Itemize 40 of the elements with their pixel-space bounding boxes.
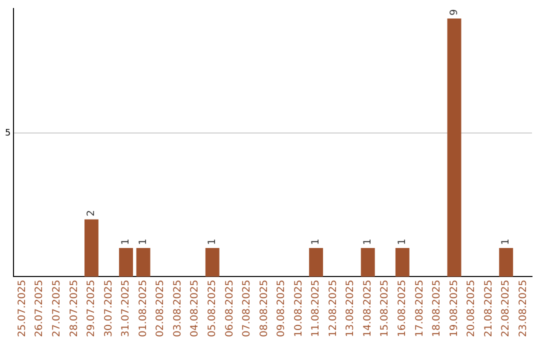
x-tick-label: 15.08.2025: [380, 280, 391, 338]
x-tick-label: 17.08.2025: [414, 280, 426, 338]
x-tick-label: 31.07.2025: [120, 280, 132, 338]
data-label: 1: [120, 238, 132, 246]
data-label: 1: [397, 238, 408, 246]
data-label: 1: [500, 238, 512, 246]
x-tick-label: 05.08.2025: [206, 280, 218, 338]
x-tick-label: 21.08.2025: [483, 280, 494, 338]
x-tick-label: 28.07.2025: [68, 280, 80, 338]
x-tick-label: 06.08.2025: [224, 280, 236, 338]
x-tick-label: 13.08.2025: [345, 280, 356, 338]
data-label: 1: [206, 238, 218, 246]
data-label: 1: [138, 238, 149, 246]
x-tick-label: 27.07.2025: [52, 280, 63, 338]
x-tick-label: 14.08.2025: [362, 280, 374, 338]
x-tick-label: 19.08.2025: [448, 280, 460, 338]
x-tick-label: 02.08.2025: [155, 280, 166, 338]
x-tick-label: 22.08.2025: [500, 280, 512, 338]
x-tick-label: 25.07.2025: [16, 280, 28, 338]
x-tick-label: 20.08.2025: [466, 280, 478, 338]
data-label: 1: [362, 238, 374, 246]
x-tick-label: 08.08.2025: [258, 280, 270, 338]
y-tick-label: 5: [4, 128, 11, 139]
x-tick-label: 07.08.2025: [242, 280, 253, 338]
x-tick-label: 16.08.2025: [397, 280, 408, 338]
x-tick-label: 10.08.2025: [293, 280, 304, 338]
x-tick-label: 09.08.2025: [276, 280, 288, 338]
x-tick-label: 11.08.2025: [310, 280, 322, 338]
x-tick-label: 04.08.2025: [190, 280, 201, 338]
x-tick-label: 12.08.2025: [328, 280, 339, 338]
data-label: 2: [86, 210, 98, 216]
x-tick-label: 26.07.2025: [34, 280, 46, 338]
data-label: 9: [448, 9, 460, 16]
x-tick-label: 29.07.2025: [86, 280, 98, 338]
x-tick-label: 23.08.2025: [518, 280, 529, 338]
x-tick-label: 03.08.2025: [172, 280, 184, 338]
data-label: 1: [310, 238, 322, 246]
x-tick-label: 01.08.2025: [138, 280, 149, 338]
x-tick-label: 18.08.2025: [432, 280, 443, 338]
x-tick-label: 30.07.2025: [103, 280, 114, 338]
